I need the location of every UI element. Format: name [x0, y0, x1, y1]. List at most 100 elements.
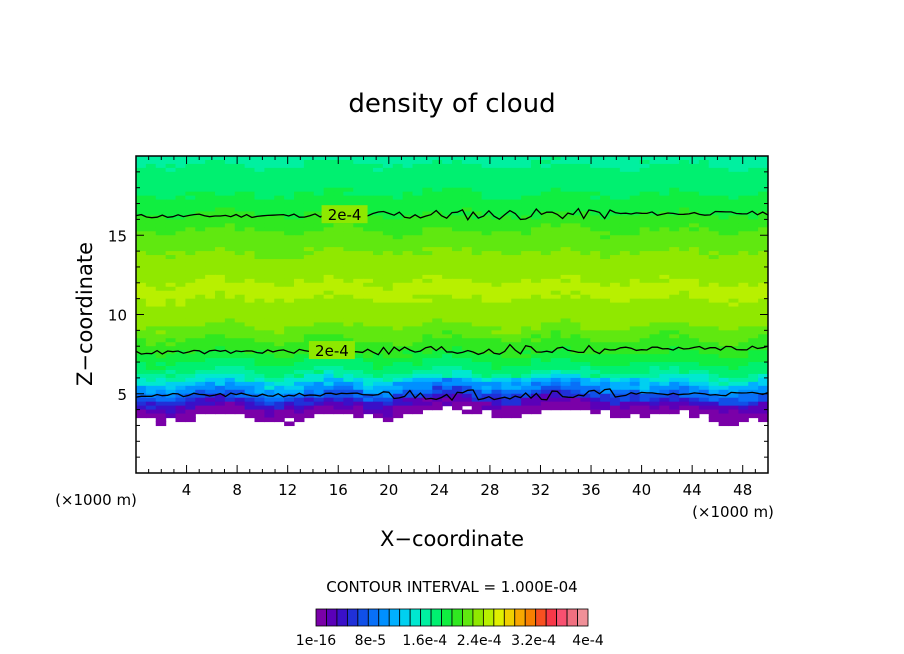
heatmap-cell: [205, 298, 216, 304]
heatmap-cell: [531, 377, 542, 383]
heatmap-cell: [215, 346, 226, 351]
heatmap-cell: [234, 171, 246, 177]
heatmap-cell: [540, 350, 552, 355]
heatmap-cell: [392, 310, 404, 316]
heatmap-cell: [550, 294, 562, 300]
heatmap-cell: [205, 366, 216, 371]
heatmap-cell: [165, 373, 177, 379]
heatmap-cell: [639, 409, 651, 415]
heatmap-cell: [373, 377, 384, 383]
heatmap-cell: [471, 294, 483, 300]
heatmap-cell: [521, 203, 532, 209]
heatmap-cell: [521, 338, 532, 343]
heatmap-cell: [402, 354, 414, 359]
heatmap-cell: [540, 195, 552, 201]
heatmap-cell: [244, 405, 256, 411]
heatmap-cell: [590, 385, 601, 391]
heatmap-cell: [205, 401, 216, 407]
heatmap-cell: [195, 377, 206, 383]
heatmap-cell: [560, 326, 572, 331]
heatmap-cell: [689, 239, 700, 244]
heatmap-cell: [718, 215, 730, 220]
heatmap-cell: [718, 179, 730, 185]
heatmap-cell: [175, 393, 186, 399]
heatmap-cell: [639, 330, 651, 335]
heatmap-cell: [501, 167, 512, 173]
heatmap-cell: [629, 290, 641, 296]
heatmap-cell: [698, 397, 710, 403]
heatmap-cell: [382, 366, 394, 371]
colorbar-swatch: [378, 608, 390, 627]
heatmap-cell: [195, 342, 206, 347]
heatmap-cell: [284, 235, 295, 240]
heatmap-cell: [540, 385, 552, 391]
heatmap-cell: [471, 366, 483, 371]
heatmap-cell: [234, 362, 246, 367]
heatmap-cell: [481, 358, 493, 363]
heatmap-cell: [619, 358, 631, 363]
heatmap-cell: [244, 179, 256, 185]
heatmap-cell: [689, 369, 700, 375]
heatmap-cell: [264, 191, 275, 197]
heatmap-cell: [708, 334, 720, 339]
heatmap-cell: [264, 290, 275, 296]
heatmap-cell: [195, 354, 206, 359]
heatmap-cell: [343, 247, 354, 252]
heatmap-cell: [461, 251, 473, 256]
heatmap-cell: [402, 397, 414, 403]
heatmap-cell: [659, 385, 670, 391]
heatmap-cell: [649, 338, 660, 343]
heatmap-cell: [649, 381, 660, 387]
heatmap-cell: [422, 362, 433, 367]
heatmap-cell: [343, 259, 354, 264]
heatmap-cell: [481, 369, 493, 375]
heatmap-cell: [758, 401, 768, 407]
heatmap-cell: [412, 167, 423, 173]
heatmap-cell: [175, 290, 186, 296]
heatmap-cell: [442, 385, 453, 391]
heatmap-cell: [590, 274, 601, 280]
heatmap-cell: [689, 251, 700, 256]
heatmap-cell: [461, 247, 473, 252]
heatmap-cell: [491, 156, 502, 161]
heatmap-cell: [392, 346, 404, 351]
heatmap-cell: [531, 330, 542, 335]
heatmap-cell: [521, 163, 532, 169]
heatmap-cell: [610, 255, 621, 260]
heatmap-cell: [234, 389, 246, 395]
heatmap-cell: [402, 255, 414, 260]
heatmap-cell: [511, 334, 522, 339]
heatmap-cell: [659, 302, 670, 308]
heatmap-cell: [629, 302, 641, 308]
heatmap-cell: [353, 366, 364, 371]
heatmap-cell: [649, 179, 660, 185]
heatmap-cell: [165, 243, 177, 248]
heatmap-cell: [639, 282, 651, 288]
heatmap-cell: [402, 294, 414, 300]
heatmap-cell: [531, 239, 542, 244]
heatmap-cell: [689, 318, 700, 324]
heatmap-cell: [649, 259, 660, 264]
heatmap-cell: [610, 286, 621, 292]
heatmap-cell: [422, 369, 433, 375]
heatmap-cell: [619, 397, 631, 403]
heatmap-cell: [531, 326, 542, 331]
heatmap-cell: [303, 207, 315, 213]
heatmap-cell: [392, 326, 404, 331]
heatmap-cell: [619, 381, 631, 387]
heatmap-cell: [540, 215, 552, 220]
heatmap-cell: [491, 310, 502, 316]
heatmap-cell: [215, 326, 226, 331]
heatmap-cell: [738, 322, 749, 327]
heatmap-cell: [343, 334, 354, 339]
heatmap-cell: [570, 262, 581, 268]
heatmap-cell: [333, 302, 344, 308]
heatmap-cell: [373, 318, 384, 324]
heatmap-cell: [136, 330, 147, 335]
heatmap-cell: [501, 369, 512, 375]
heatmap-cell: [343, 322, 354, 327]
heatmap-cell: [481, 338, 493, 343]
heatmap-cell: [659, 326, 670, 331]
heatmap-cell: [145, 195, 157, 201]
heatmap-cell: [580, 326, 591, 331]
